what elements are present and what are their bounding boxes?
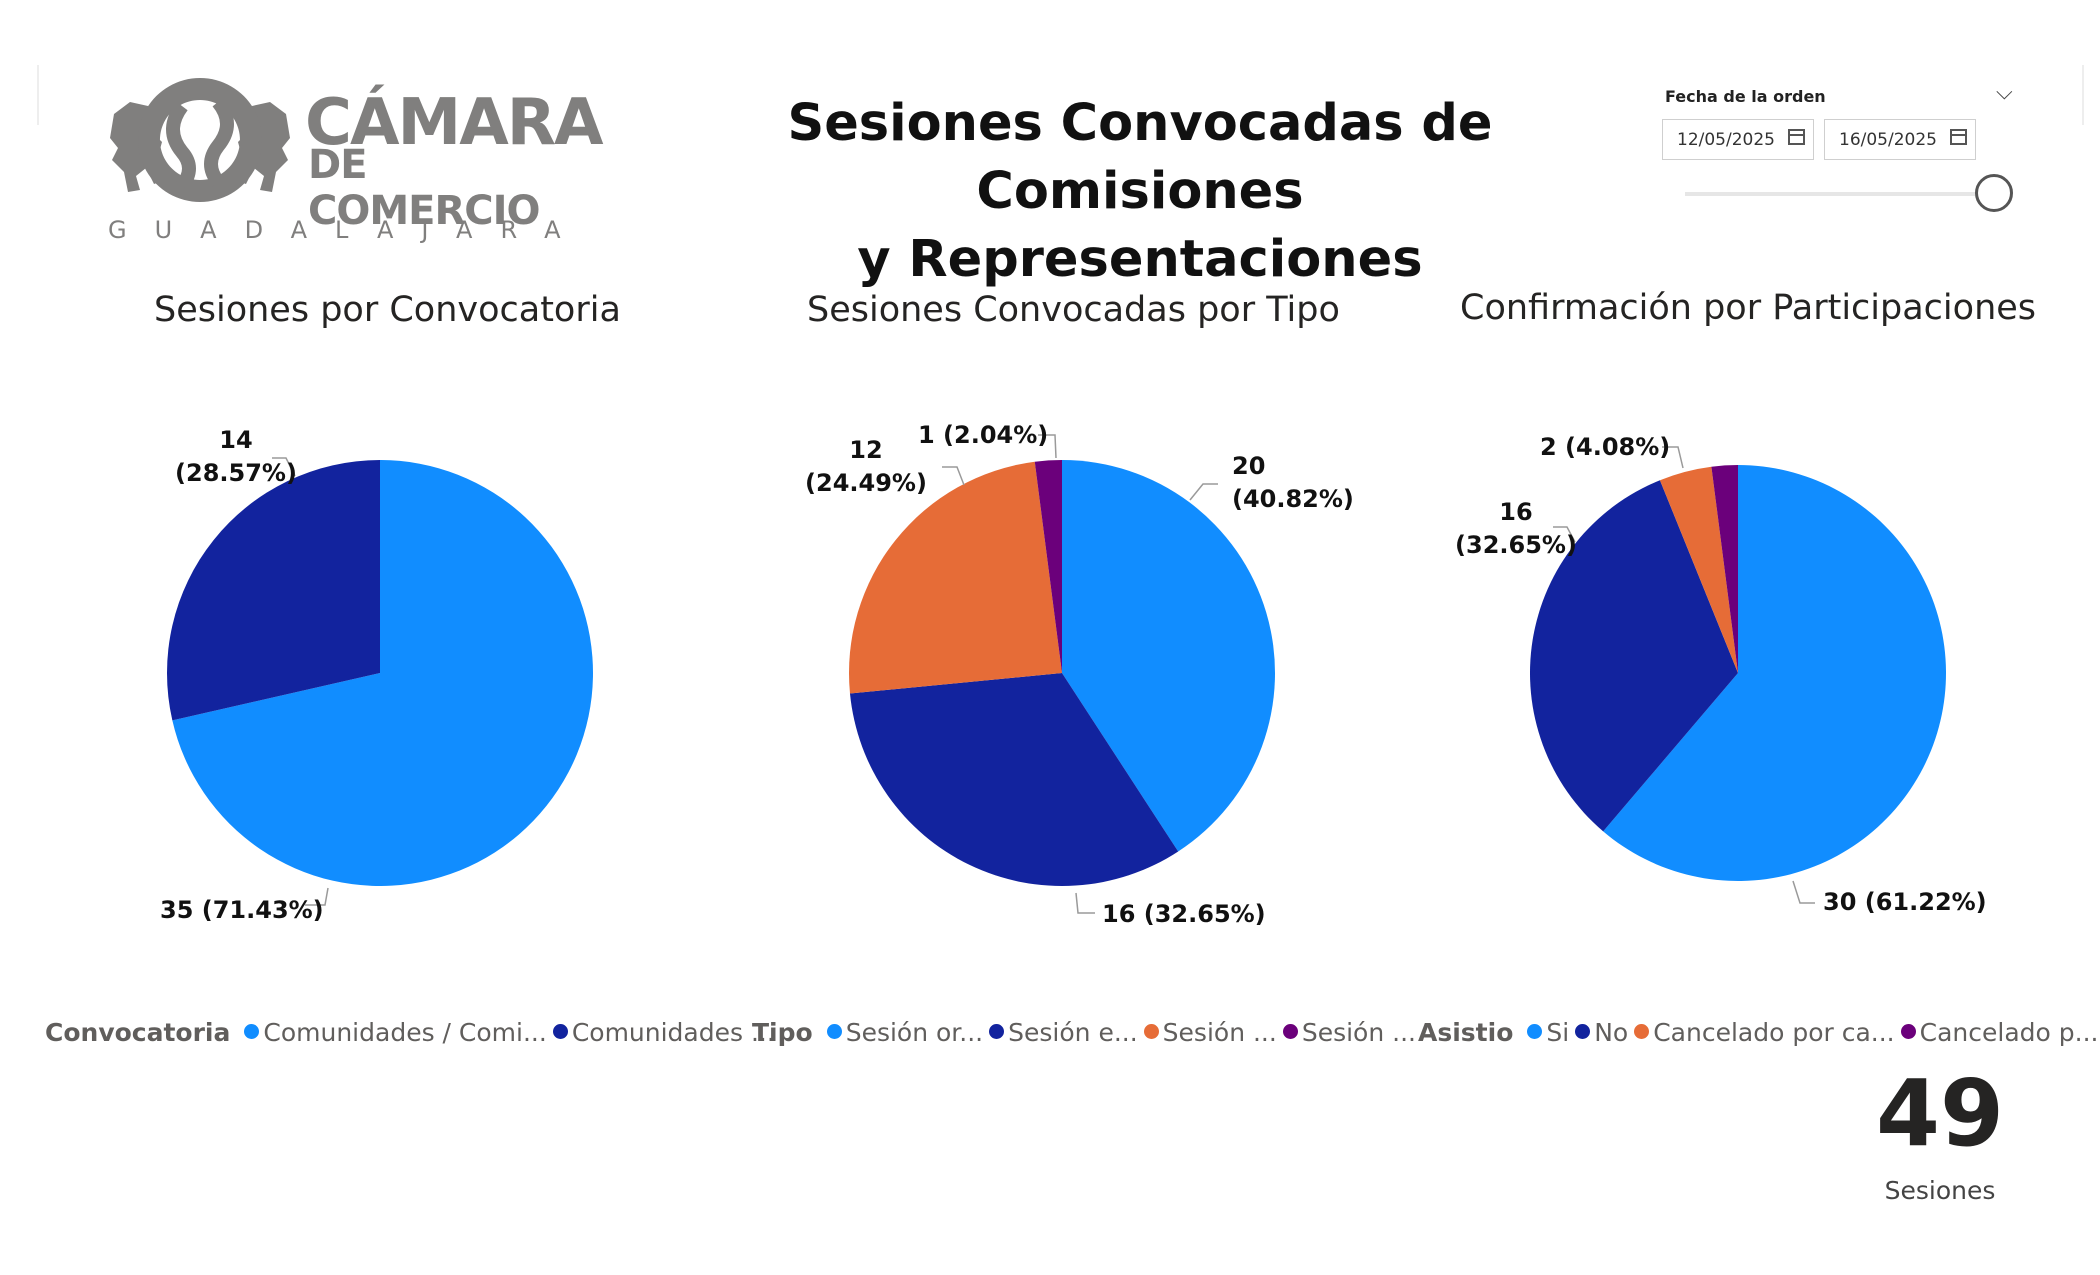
legend-marker (1634, 1024, 1650, 1039)
pie-slice[interactable] (1711, 465, 1738, 673)
legend-label: Cancelado p... (1919, 1018, 2099, 1047)
pie-slice[interactable] (1062, 460, 1276, 852)
logo-city: GUADALAJARA (108, 216, 589, 244)
legend-marker (1143, 1024, 1159, 1039)
legend-item[interactable]: Sesión ... (1138, 1018, 1277, 1047)
calendar-icon[interactable] (1788, 129, 1805, 145)
legend-marker (552, 1024, 568, 1039)
pie-data-label: 2 (4.08%) (1540, 433, 1670, 461)
data-label-leader-line (942, 466, 965, 486)
pie-data-label: 20 (40.82%) (1232, 452, 1354, 513)
legend-item[interactable]: Cancelado p... (1895, 1018, 2099, 1047)
frame-border-left (37, 65, 39, 125)
legend-item[interactable]: No (1569, 1018, 1628, 1047)
data-label-leader-line (305, 887, 329, 906)
date-range-slider-track[interactable] (1685, 192, 1985, 196)
pie-slice[interactable] (1603, 465, 1947, 882)
chevron-down-icon[interactable]: ⌵ (1996, 80, 2013, 105)
chart-title-tipo: Sesiones Convocadas por Tipo (807, 290, 1340, 330)
pie-slice[interactable] (172, 460, 594, 887)
pie-data-label: 12 (24.49%) (805, 436, 927, 497)
calendar-icon[interactable] (1950, 129, 1967, 145)
date-range-slider-handle[interactable] (1975, 174, 2013, 212)
legend-label: Sesión ... (1162, 1018, 1277, 1047)
pie-slice[interactable] (848, 461, 1062, 694)
legend-label: Sesión or... (845, 1018, 984, 1047)
data-label-leader-line (1792, 880, 1815, 904)
page-title: Sesiones Convocadas de Comisiones y Repr… (660, 90, 1620, 294)
legend-item[interactable]: Sesión ... (1277, 1018, 1416, 1047)
legend-tipo: Tipo Sesión or... Sesión e... Sesión ... Ses… (752, 1018, 1416, 1047)
legend-item[interactable]: Cancelado por ca... (1628, 1018, 1895, 1047)
frame-border-right (2082, 65, 2084, 125)
legend-label: Cancelado por ca... (1653, 1018, 1895, 1047)
legend-marker (1575, 1024, 1591, 1039)
legend-label: Comunidades / Comi... (263, 1018, 547, 1047)
date-end-value: 16/05/2025 (1839, 130, 1937, 150)
pie-slice[interactable] (1659, 466, 1738, 673)
data-label-leader-line (1075, 892, 1095, 914)
legend-title: Tipo (752, 1018, 813, 1047)
date-start-input[interactable]: 12/05/2025 (1662, 119, 1814, 160)
date-slicer-label: Fecha de la orden (1665, 87, 1826, 106)
pie-chart-participaciones: 30 (61.22%) 16 (32.65%) 2 (4.08%) (1455, 433, 1987, 916)
date-end-input[interactable]: 16/05/2025 (1824, 119, 1976, 160)
pie-chart-convocatoria: 35 (71.43%) 14 (28.57%) (160, 426, 594, 924)
legend-label: Sesión e... (1008, 1018, 1138, 1047)
legend-marker (1900, 1024, 1916, 1039)
data-label-leader-line (1189, 483, 1218, 501)
legend-title: Asistio (1418, 1018, 1514, 1047)
chart-title-participaciones: Confirmación por Participaciones (1460, 288, 2037, 328)
camara-de-comercio-logo: CÁMARA DE COMERCIO GUADALAJARA (100, 70, 604, 250)
legend-item[interactable]: Sesión e... (983, 1018, 1138, 1047)
data-label-leader-line (272, 457, 296, 477)
pie-data-label: 14 (28.57%) (175, 426, 297, 487)
legend-convocatoria: Convocatoria Comunidades / Comi... Comunid… (45, 1018, 775, 1047)
logo-name-line2: DE COMERCIO (308, 142, 541, 234)
legend-item[interactable]: Comunidades / Comi... (238, 1018, 547, 1047)
pie-slice[interactable] (1530, 480, 1738, 832)
pie-data-label: 16 (32.65%) (1102, 900, 1266, 928)
date-start-value: 12/05/2025 (1677, 130, 1775, 150)
pie-data-label: 1 (2.04%) (918, 421, 1048, 449)
legend-marker (1282, 1024, 1298, 1039)
chart-title-convocatoria: Sesiones por Convocatoria (154, 290, 621, 330)
legend-item[interactable]: Sesión or... (821, 1018, 983, 1047)
legend-item[interactable]: Comunidades ... (547, 1018, 775, 1047)
pie-slice[interactable] (167, 460, 380, 721)
legend-item[interactable]: Si (1521, 1018, 1569, 1047)
legend-marker (244, 1024, 260, 1039)
data-label-leader-line (1553, 526, 1576, 543)
pie-data-label: 35 (71.43%) (160, 896, 324, 924)
pie-chart-tipo: 20 (40.82%) 16 (32.65%) 12 (24.49%)1 (2.04%) (805, 421, 1354, 928)
data-label-leader-line (1662, 446, 1684, 469)
legend-title: Convocatoria (45, 1018, 231, 1047)
pie-data-label: 30 (61.22%) (1823, 888, 1987, 916)
page-title-line1: Sesiones Convocadas de Comisiones (787, 94, 1493, 221)
legend-asistio: Asistio Si No Cancelado por ca... Cancelado … (1418, 1018, 2098, 1047)
legend-label: Comunidades ... (571, 1018, 775, 1047)
legend-marker (826, 1024, 842, 1039)
pie-slice[interactable] (849, 673, 1179, 887)
legend-label: Sesión ... (1301, 1018, 1416, 1047)
total-sessions-label: Sesiones (1884, 1176, 1996, 1205)
legend-marker (989, 1024, 1005, 1039)
pie-slice[interactable] (1034, 460, 1062, 673)
logo-emblem (110, 78, 290, 202)
data-label-leader-line (1038, 434, 1057, 459)
legend-label: Si (1546, 1018, 1570, 1047)
total-sessions-value: 49 (1875, 1060, 2005, 1167)
legend-marker (1527, 1024, 1543, 1039)
page-title-line2: y Representaciones (857, 230, 1423, 289)
legend-label: No (1594, 1018, 1629, 1047)
pie-data-label: 16 (32.65%) (1455, 498, 1577, 559)
logo-name-line1: CÁMARA (305, 86, 604, 160)
